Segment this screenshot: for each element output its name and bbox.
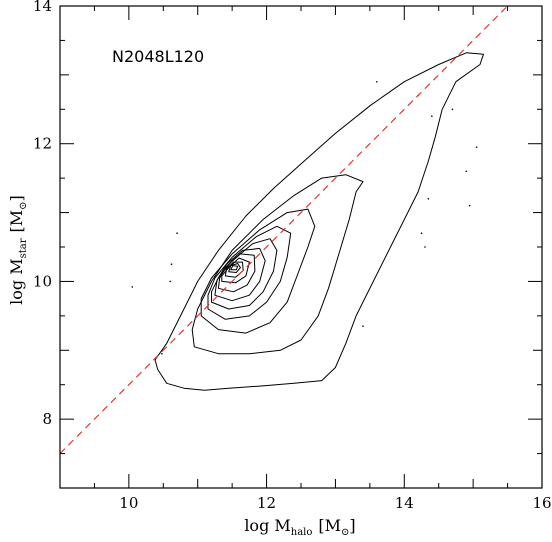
y-axis-label-unit: [M (7, 210, 26, 233)
contour-level-7 (217, 253, 256, 293)
y-tick-label: 10 (33, 272, 52, 290)
y-axis-label: log Mstar [M⊙] (7, 195, 29, 305)
y-tick-label: 12 (33, 135, 52, 153)
contour-level-4 (207, 225, 292, 320)
contour-level-10 (228, 263, 241, 273)
outlier-point (170, 263, 173, 266)
plot-frame (59, 5, 543, 489)
y-axis-label-unit-symbol: ⊙ (18, 201, 29, 209)
contour-level-1 (154, 52, 484, 391)
outlier-point (475, 146, 478, 148)
outlier-point (176, 232, 178, 235)
x-axis-label-unit-close: ] (349, 516, 355, 535)
x-tick-label: 14 (395, 494, 414, 512)
simulation-annotation: N2048L120 (112, 47, 204, 66)
outlier-point (465, 170, 468, 173)
x-tick-label: 10 (119, 494, 138, 512)
contour-level-9 (224, 261, 244, 278)
outlier-points (131, 80, 478, 355)
x-axis-label: log Mhalo [M⊙] (244, 516, 355, 538)
y-tick-label: 8 (42, 410, 52, 428)
x-axis-label-main: log M (244, 516, 290, 535)
contour-level-2 (191, 174, 364, 355)
y-axis-label-unit-close: ] (7, 195, 26, 201)
contour-lines (154, 52, 484, 391)
axis-ticks (59, 5, 543, 489)
contour-level-3 (200, 208, 316, 334)
contour-level-6 (214, 247, 266, 302)
outlier-point (431, 115, 433, 117)
tick-labels: 10 12 14 16 8 10 12 14 (33, 0, 552, 512)
outlier-point (451, 108, 454, 111)
outlier-point (424, 246, 426, 248)
x-tick-label: 16 (532, 494, 551, 512)
outlier-point (169, 280, 171, 283)
contour-level-11 (230, 265, 239, 271)
x-tick-label: 12 (257, 494, 276, 512)
outlier-point (420, 232, 423, 235)
contour-level-8 (221, 257, 250, 284)
outlier-point (161, 352, 163, 355)
outlier-point (362, 325, 364, 327)
y-axis-label-subscript: star (18, 238, 29, 258)
x-axis-label-subscript: halo (291, 527, 313, 538)
outlier-point (131, 286, 134, 288)
outlier-point (468, 204, 471, 207)
outlier-point (427, 198, 430, 200)
outlier-point (375, 80, 378, 83)
y-axis-label-main: log M (7, 258, 26, 304)
x-axis-label-unit-symbol: ⊙ (341, 527, 349, 538)
one-to-one-reference-line (59, 5, 508, 454)
x-axis-label-unit: [M (318, 516, 341, 535)
y-tick-label: 14 (33, 0, 52, 15)
